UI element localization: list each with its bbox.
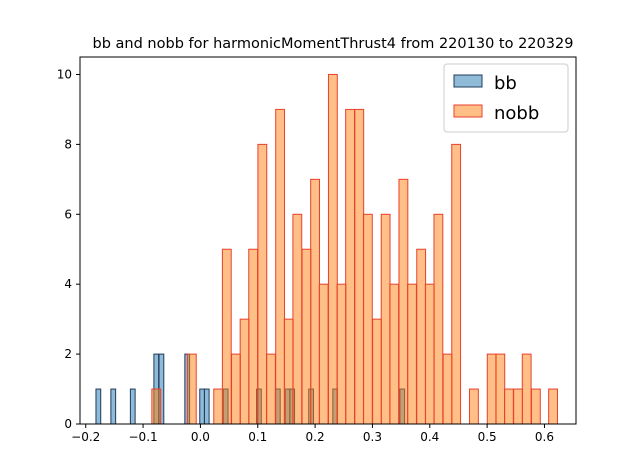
nobb-bar-38	[486, 353, 497, 425]
y-tick-label: 6	[64, 207, 72, 221]
nobb-bar-4	[186, 353, 197, 425]
chart-title: bb and nobb for harmonicMomentThrust4 fr…	[93, 36, 574, 52]
y-tick-label: 4	[64, 277, 72, 291]
nobb-bar-22	[345, 108, 355, 425]
nobb-bar-34	[451, 143, 462, 425]
bars-layer	[95, 73, 558, 425]
nobb-bar-26	[380, 213, 391, 425]
y-axis: 0 2 4 6 8 10	[57, 67, 80, 431]
nobb-bar-41	[513, 388, 523, 425]
nobb-bar-40	[504, 388, 514, 425]
x-tick-label: 0.3	[363, 430, 382, 444]
nobb-bar-28	[398, 178, 409, 425]
bb-bar-0	[95, 388, 102, 425]
y-tick-label: 2	[64, 347, 72, 361]
nobb-bar-8	[221, 248, 232, 425]
nobb-bar-21	[336, 283, 347, 425]
x-tick-label: 0.1	[248, 430, 267, 444]
nobb-bar-14	[275, 108, 286, 425]
x-tick-label: −0.1	[129, 430, 158, 444]
nobb-bar-23	[354, 108, 365, 425]
x-tick-label: 0.2	[306, 430, 325, 444]
nobb-bar-13	[266, 353, 276, 425]
nobb-bar-11	[248, 248, 259, 425]
bb-bar-7	[203, 388, 210, 425]
nobb-bar-30	[416, 248, 427, 425]
x-tick-label: 0.6	[535, 430, 554, 444]
nobb-bar-19	[318, 283, 329, 425]
legend-label-bb: bb	[494, 73, 517, 94]
x-tick-label: 0.4	[420, 430, 439, 444]
legend-label-nobb: nobb	[494, 103, 539, 124]
y-tick-label: 10	[57, 67, 72, 81]
nobb-bar-0	[151, 388, 162, 425]
nobb-bar-33	[442, 353, 453, 425]
nobb-bar-17	[301, 248, 312, 425]
nobb-bar-12	[257, 143, 268, 425]
nobb-bar-27	[389, 283, 400, 425]
nobb-bar-10	[239, 318, 250, 425]
nobb-bar-18	[310, 178, 321, 425]
nobb-bar-9	[231, 353, 241, 425]
nobb-bar-42	[521, 353, 532, 425]
nobb-bar-39	[495, 353, 506, 425]
nobb-bar-43	[530, 388, 541, 425]
nobb-bar-24	[362, 213, 373, 425]
legend: bb nobb	[443, 63, 569, 133]
y-tick-label: 8	[64, 137, 72, 151]
bb-bar-2	[129, 388, 136, 425]
bb-bar-1	[110, 388, 117, 425]
nobb-bar-36	[469, 388, 479, 425]
x-tick-label: 0.5	[478, 430, 497, 444]
y-tick-label: 0	[64, 417, 72, 431]
nobb-bar-15	[283, 318, 294, 425]
nobb-bar-32	[433, 213, 444, 425]
nobb-bar-7	[213, 388, 224, 425]
x-axis: −0.2 −0.1 0.0 0.1 0.2 0.3 0.4 0.5 0.6	[71, 424, 554, 444]
nobb-bar-20	[327, 73, 338, 425]
legend-swatch-nobb	[453, 104, 483, 118]
nobb-bar-45	[548, 388, 558, 425]
bb-bar-6	[199, 388, 206, 425]
x-tick-label: −0.2	[71, 430, 100, 444]
nobb-bar-16	[292, 213, 303, 425]
plot-frame	[79, 56, 577, 425]
nobb-bar-29	[407, 283, 417, 425]
legend-swatch-bb	[453, 74, 483, 88]
x-tick-label: 0.0	[191, 430, 210, 444]
nobb-bar-25	[372, 318, 382, 425]
nobb-bar-31	[424, 283, 435, 425]
